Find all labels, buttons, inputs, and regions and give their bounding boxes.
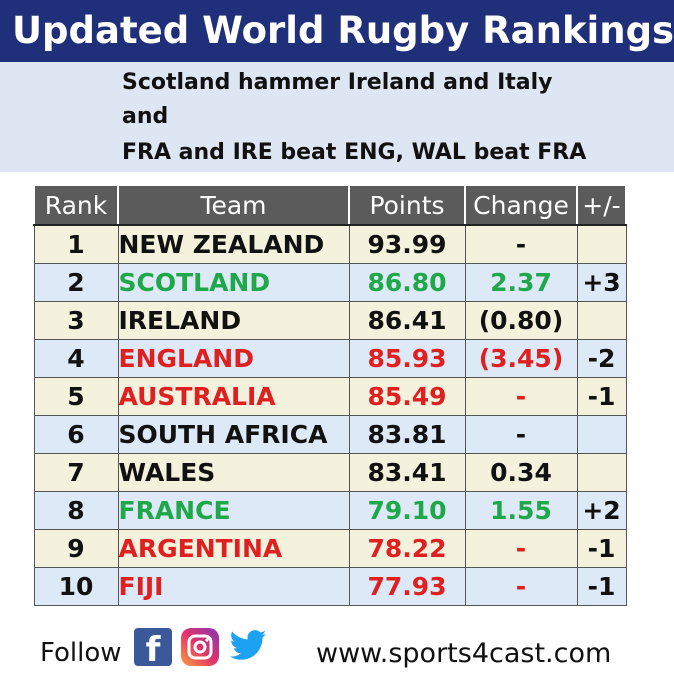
website-url[interactable]: www.sports4cast.com xyxy=(316,638,612,669)
team-cell: SCOTLAND xyxy=(117,263,350,302)
points-cell: 78.22 xyxy=(348,529,466,568)
rank-cell: 3 xyxy=(33,301,119,340)
rank-cell: 9 xyxy=(33,529,119,568)
team-cell: FIJI xyxy=(117,567,350,606)
change-cell: 2.37 xyxy=(464,263,578,302)
table-row: 1 NEW ZEALAND 93.99- xyxy=(33,224,627,264)
points-cell: 85.49 xyxy=(348,377,466,416)
table-row: 10 FIJI 77.93- -1 xyxy=(33,567,627,606)
points-cell: 86.80 xyxy=(348,263,466,302)
facebook-icon[interactable]: f xyxy=(134,628,172,666)
points-cell: 79.10 xyxy=(348,491,466,530)
change-cell: - xyxy=(464,377,578,416)
team-cell: ENGLAND xyxy=(117,339,350,378)
team-cell: SOUTH AFRICA xyxy=(117,415,350,454)
rankings-table: Rank Team Points Change +/- 1 NEW ZEALAND… xyxy=(33,184,627,606)
table-row: 7 WALES 83.41 0.34 xyxy=(33,453,627,492)
team-cell: FRANCE xyxy=(117,491,350,530)
table-row: 5 AUSTRALIA 85.49- -1 xyxy=(33,377,627,416)
table-row: 9 ARGENTINA 78.22- -1 xyxy=(33,529,627,568)
change-cell: - xyxy=(464,529,578,568)
position-change-cell: -1 xyxy=(576,377,627,416)
team-cell: NEW ZEALAND xyxy=(117,224,350,264)
position-change-cell: +3 xyxy=(576,263,627,302)
rank-cell: 5 xyxy=(33,377,119,416)
position-change-cell xyxy=(576,415,627,454)
header-plus-minus: +/- xyxy=(576,184,627,226)
change-cell: 0.34 xyxy=(464,453,578,492)
team-cell: AUSTRALIA xyxy=(117,377,350,416)
table-row: 2 SCOTLAND 86.80 2.37 +3 xyxy=(33,263,627,302)
team-cell: IRELAND xyxy=(117,301,350,340)
header-points: Points xyxy=(348,184,466,226)
rank-cell: 6 xyxy=(33,415,119,454)
points-cell: 77.93 xyxy=(348,567,466,606)
position-change-cell xyxy=(576,301,627,340)
points-cell: 93.99 xyxy=(348,224,466,264)
header-change: Change xyxy=(464,184,578,226)
points-cell: 83.41 xyxy=(348,453,466,492)
team-cell: WALES xyxy=(117,453,350,492)
rank-cell: 2 xyxy=(33,263,119,302)
position-change-cell xyxy=(576,453,627,492)
rank-cell: 7 xyxy=(33,453,119,492)
table-row: 4 ENGLAND 85.93 (3.45) -2 xyxy=(33,339,627,378)
instagram-icon[interactable] xyxy=(181,628,219,666)
follow-label: Follow xyxy=(40,638,122,668)
header-team: Team xyxy=(117,184,350,226)
position-change-cell: +2 xyxy=(576,491,627,530)
table-body: 1 NEW ZEALAND 93.99-2 SCOTLAND 86.80 2.37 +3 3 I… xyxy=(33,224,627,606)
position-change-cell: -1 xyxy=(576,529,627,568)
subtitle-line-2: and xyxy=(122,104,169,129)
page-title: Updated World Rugby Rankings if... xyxy=(0,0,674,62)
rank-cell: 1 xyxy=(33,224,119,264)
position-change-cell xyxy=(576,224,627,264)
change-cell: (0.80) xyxy=(464,301,578,340)
rank-cell: 4 xyxy=(33,339,119,378)
points-cell: 85.93 xyxy=(348,339,466,378)
twitter-icon[interactable] xyxy=(226,626,270,666)
subtitle-panel: Scotland hammer Ireland and Italy and FR… xyxy=(0,62,674,172)
change-cell: - xyxy=(464,567,578,606)
rank-cell: 10 xyxy=(33,567,119,606)
change-cell: (3.45) xyxy=(464,339,578,378)
points-cell: 83.81 xyxy=(348,415,466,454)
table-header-row: Rank Team Points Change +/- xyxy=(33,184,627,226)
team-cell: ARGENTINA xyxy=(117,529,350,568)
position-change-cell: -2 xyxy=(576,339,627,378)
table-row: 3 IRELAND 86.41 (0.80) xyxy=(33,301,627,340)
change-cell: 1.55 xyxy=(464,491,578,530)
subtitle-line-3: FRA and IRE beat ENG, WAL beat FRA xyxy=(122,140,587,165)
subtitle-line-1: Scotland hammer Ireland and Italy xyxy=(122,70,553,95)
change-cell: - xyxy=(464,415,578,454)
change-cell: - xyxy=(464,224,578,264)
table-row: 6 SOUTH AFRICA 83.81- xyxy=(33,415,627,454)
table-row: 8 FRANCE 79.10 1.55 +2 xyxy=(33,491,627,530)
points-cell: 86.41 xyxy=(348,301,466,340)
header-rank: Rank xyxy=(33,184,119,226)
rank-cell: 8 xyxy=(33,491,119,530)
position-change-cell: -1 xyxy=(576,567,627,606)
